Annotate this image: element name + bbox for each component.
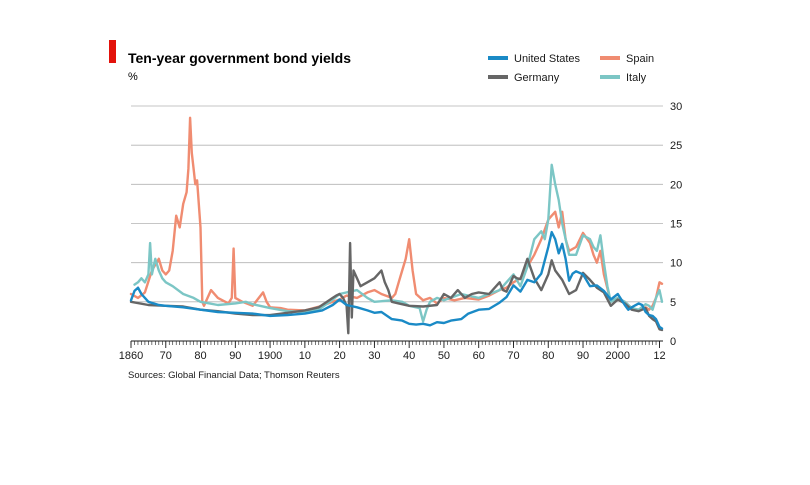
x-tick-label: 70 [160, 350, 172, 362]
unit-label: % [128, 71, 138, 83]
x-tick-label: 90 [577, 350, 589, 362]
y-tick-label: 10 [670, 258, 682, 270]
red-accent-bar [109, 40, 116, 63]
y-axis-labels: 0 5 10 15 20 25 30 [670, 101, 682, 348]
y-tick-label: 0 [670, 336, 676, 348]
y-tick-label: 30 [670, 101, 682, 113]
series-line-spain [129, 116, 664, 312]
source-note: Sources: Global Financial Data; Thomson … [128, 370, 340, 381]
y-tick-label: 25 [670, 140, 682, 152]
y-tick-label: 5 [670, 297, 676, 309]
x-tick-label: 80 [194, 350, 206, 362]
x-tick-label: 80 [542, 350, 554, 362]
legend-label: Germany [514, 72, 560, 84]
x-tick-label: 20 [334, 350, 346, 362]
y-tick-label: 20 [670, 179, 682, 191]
series-line-germany [129, 241, 664, 335]
x-tick-label: 50 [438, 350, 450, 362]
x-tick-label: 30 [368, 350, 380, 362]
legend-label: United States [514, 53, 581, 65]
x-tick-label: 70 [507, 350, 519, 362]
x-tick-label: 90 [229, 350, 241, 362]
x-tick-label: 40 [403, 350, 415, 362]
x-tick-label: 2000 [606, 350, 630, 362]
x-tick-label: 1860 [119, 350, 143, 362]
x-tick-label: 10 [299, 350, 311, 362]
series-line-italy [133, 163, 664, 323]
x-tick-label: 1900 [258, 350, 282, 362]
legend: United States Spain Germany Italy [488, 53, 654, 84]
x-tick-label: 60 [473, 350, 485, 362]
x-tick-label: 12 [653, 350, 665, 362]
x-axis: 1860 70 80 90 1900 10 20 30 40 50 60 70 80 90 2000 12 [119, 341, 666, 362]
grid-lines [131, 105, 663, 342]
legend-label: Italy [626, 72, 647, 84]
chart-title: Ten-year government bond yields [128, 50, 351, 66]
y-tick-label: 15 [670, 219, 682, 231]
series-lines [129, 116, 664, 335]
legend-label: Spain [626, 53, 654, 65]
series-line-united-states [129, 230, 664, 330]
